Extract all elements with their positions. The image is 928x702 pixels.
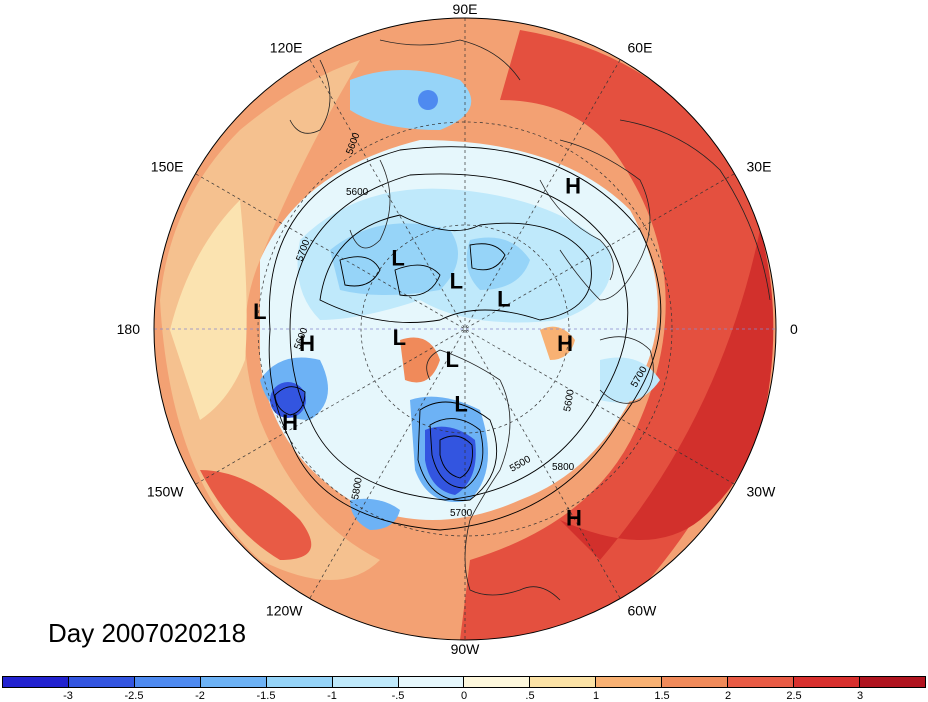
- meridian-label: 90W: [451, 641, 481, 657]
- high-pressure-marker: H: [299, 331, 315, 356]
- colorbar-tick-label: -2: [195, 690, 205, 702]
- high-pressure-marker: H: [282, 410, 298, 435]
- colorbar-tick-label: -1: [327, 690, 337, 702]
- colorbar-tick-label: -1.5: [256, 690, 276, 702]
- colorbar-ticks: -3 -2.5 -2 -1.5 -1 -.5 0 .5 1 1.5 2 2.5 3: [2, 690, 926, 702]
- colorbar-segment: [68, 677, 135, 687]
- colorbar-segment: [3, 677, 69, 687]
- low-pressure-marker: L: [454, 392, 467, 417]
- meridian-label: 60E: [628, 40, 653, 56]
- low-pressure-marker: L: [497, 287, 510, 312]
- colorbar-tick-label: 2: [724, 690, 732, 702]
- meridian-label: 60W: [628, 603, 658, 619]
- colorbar-segment: [134, 677, 201, 687]
- colorbar-segment: [464, 677, 531, 687]
- meridian-label: 180: [117, 321, 141, 337]
- contour-label: 5600: [346, 187, 369, 198]
- meridian-label: 30E: [747, 159, 772, 175]
- colorbar-segment: [200, 677, 267, 687]
- map-title: Day 2007020218: [48, 618, 247, 648]
- meridian-label: 150W: [147, 484, 184, 500]
- low-pressure-marker: L: [445, 347, 458, 372]
- colorbar-tick-label: 0: [460, 690, 468, 702]
- contour-label: 5700: [450, 508, 473, 519]
- meridian-label: 30W: [747, 484, 777, 500]
- colorbar-segment: [794, 677, 860, 687]
- colorbar-tick-label: -2.5: [124, 690, 144, 702]
- colorbar-tick-label: 2.5: [786, 690, 802, 702]
- low-pressure-marker: L: [393, 325, 406, 350]
- low-pressure-marker: L: [253, 299, 266, 324]
- low-pressure-marker: L: [450, 269, 463, 294]
- colorbar-segment: [596, 677, 663, 687]
- meridian-label: 120W: [266, 603, 303, 619]
- contour-label: 5800: [552, 462, 575, 473]
- polar-map: 90E 60E 30E 0 30W 60W 90W 120W 150W 180 150E 120E H…: [117, 1, 798, 657]
- colorbar-segment: [398, 677, 465, 687]
- low-pressure-marker: L: [391, 245, 404, 270]
- meridian-label: 0: [790, 321, 798, 337]
- colorbar-tick-label: 3: [856, 690, 864, 702]
- high-pressure-marker: H: [565, 174, 581, 199]
- contour-label: 5600: [562, 388, 577, 412]
- colorbar-segment: [332, 677, 399, 687]
- map-border: [153, 17, 777, 641]
- colorbar-tick-label: -3: [63, 690, 73, 702]
- meridian-label: 120E: [270, 40, 303, 56]
- colorbar-tick-label: -.5: [391, 690, 405, 702]
- contour-label: 5800: [350, 476, 365, 500]
- colorbar: [2, 676, 926, 688]
- meridian-labels: 90E 60E 30E 0 30W 60W 90W 120W 150W 180 150E 120E: [117, 1, 798, 657]
- anomaly-field: [154, 18, 776, 640]
- colorbar-tick-label: 1: [592, 690, 600, 702]
- meridian-label: 90E: [453, 1, 478, 17]
- colorbar-segment: [859, 677, 925, 687]
- colorbar-tick-label: 1.5: [654, 690, 670, 702]
- meridian-label: 150E: [151, 159, 184, 175]
- high-pressure-marker: H: [566, 506, 582, 531]
- colorbar-segment: [266, 677, 333, 687]
- colorbar-tick-label: .5: [525, 690, 535, 702]
- colorbar-segment: [530, 677, 597, 687]
- colorbar-segment: [662, 677, 729, 687]
- colorbar-segment: [728, 677, 795, 687]
- high-pressure-marker: H: [557, 331, 573, 356]
